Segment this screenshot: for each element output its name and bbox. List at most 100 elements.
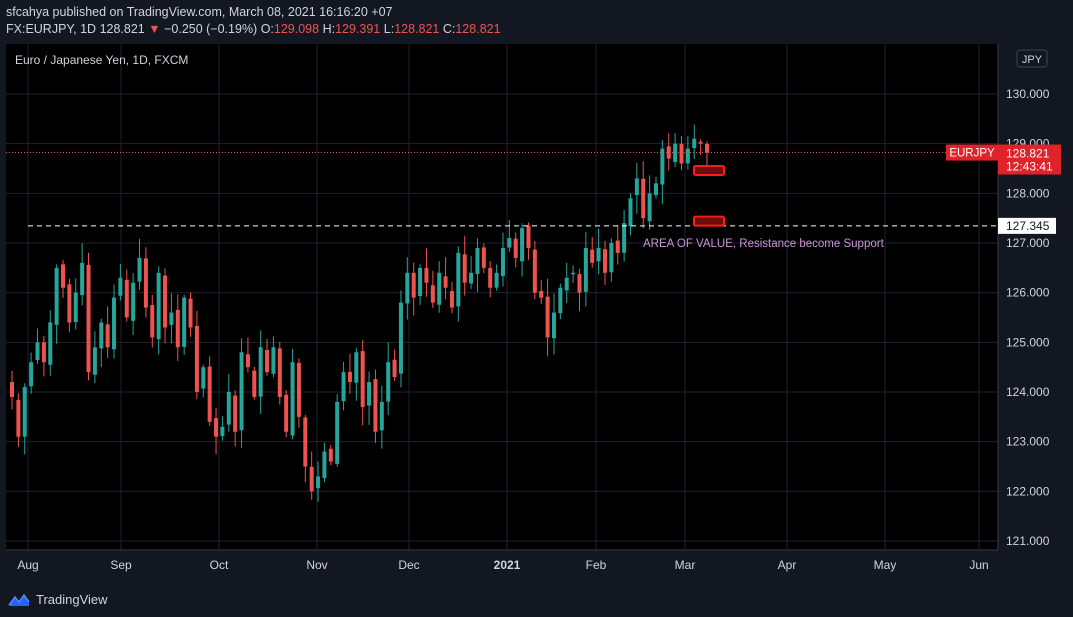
candle-body [341, 372, 346, 402]
symbol-tag-label: EURJPY [949, 148, 995, 160]
candle-body [252, 370, 257, 397]
candle-body [48, 322, 53, 365]
candle-body [182, 297, 187, 347]
countdown-label: 12:43:41 [1006, 160, 1053, 174]
tradingview-logo[interactable]: TradingView [8, 592, 108, 607]
candle-body [596, 247, 601, 262]
candlestick-chart[interactable]: 130.000129.000128.000127.000126.000125.0… [6, 44, 1069, 580]
highlight-box[interactable] [693, 164, 725, 176]
high-value: 129.391 [335, 22, 381, 36]
candle-body [424, 268, 429, 283]
symbol-label[interactable]: FX:EURJPY, 1D [6, 22, 97, 36]
candle-body [443, 276, 448, 288]
candle-body [22, 387, 27, 437]
area-of-value-tag [998, 217, 1056, 234]
candle-body [99, 322, 104, 349]
candle-body [641, 178, 646, 219]
candle-body [571, 272, 576, 275]
x-tick-label: Sep [110, 558, 132, 572]
candle-body [360, 351, 365, 407]
candle-body [194, 326, 199, 392]
candle-body [615, 240, 620, 253]
x-tick-label: 2021 [494, 558, 521, 572]
brand-name: TradingView [36, 592, 108, 607]
candle-body [163, 275, 168, 328]
candle-body [214, 418, 219, 437]
candle-body [500, 247, 505, 277]
candle-body [201, 367, 206, 389]
candle-body [653, 183, 658, 196]
candle-body [469, 272, 474, 284]
candle-body [322, 451, 327, 479]
candle-body [577, 274, 582, 293]
candle-body [347, 371, 352, 383]
candle-body [131, 282, 136, 321]
candle-body [35, 342, 40, 361]
change-arrow-icon: ▼ [148, 22, 161, 36]
x-tick-label: Aug [17, 558, 38, 572]
low-value: 128.821 [394, 22, 440, 36]
candle-body [169, 312, 174, 325]
x-tick-label: Nov [306, 558, 327, 572]
candle-body [67, 284, 72, 323]
candle-body [532, 249, 537, 293]
candle-body [143, 258, 148, 308]
y-tick-label: 130.000 [1006, 87, 1050, 101]
plot-background [6, 44, 998, 550]
candle-body [80, 262, 85, 296]
currency-badge[interactable] [1016, 49, 1048, 68]
candle-body [628, 198, 633, 227]
candle-body [258, 347, 263, 397]
candle-body [411, 272, 416, 298]
candle-body [392, 359, 397, 378]
chart-title: Euro / Japanese Yen, 1D, FXCM [15, 53, 188, 67]
candle-body [379, 401, 384, 431]
candle-body [239, 352, 244, 431]
candle-body [156, 272, 161, 340]
low-label: L: [383, 22, 395, 36]
chart-area[interactable]: 130.000 129.000 128.000 127.000 126.000 125.0… [6, 44, 1069, 580]
candle-body [481, 247, 486, 268]
candle-body [507, 238, 512, 248]
candle-body [398, 302, 403, 374]
open-label: O: [260, 22, 274, 36]
candle-body [692, 138, 697, 148]
candle-body [590, 249, 595, 263]
candle-body [61, 264, 66, 288]
y-tick-label: 124.000 [1006, 385, 1050, 399]
candle-body [679, 143, 684, 164]
candle-body [265, 349, 270, 373]
candle-body [73, 292, 78, 323]
x-tick-label: Feb [586, 558, 607, 572]
footer: TradingView [0, 584, 1073, 617]
candle-body [220, 426, 225, 437]
chart-header: sfcahya published on TradingView.com, Ma… [0, 0, 1073, 44]
y-tick-label: 128.000 [1006, 186, 1050, 200]
candle-body [602, 249, 607, 273]
candle-body [564, 277, 569, 291]
annotation-text: AREA OF VALUE, Resistance become Support [643, 238, 885, 250]
candle-body [112, 297, 117, 350]
candle-body [437, 272, 442, 305]
candle-body [583, 247, 588, 292]
candle-body [513, 238, 518, 258]
candle-body [647, 193, 652, 222]
candle-body [29, 362, 34, 387]
candle-body [105, 324, 110, 348]
y-tick-label: 121.000 [1006, 534, 1050, 548]
y-tick-label: 123.000 [1006, 435, 1050, 449]
candle-body [405, 272, 410, 304]
y-tick-label: 127.000 [1006, 236, 1050, 250]
x-tick-label: Apr [778, 558, 797, 572]
candle-body [271, 347, 276, 374]
x-tick-label: Dec [398, 558, 419, 572]
candle-body [526, 225, 531, 248]
candle-body [456, 252, 461, 307]
candle-body [226, 392, 231, 425]
highlight-box[interactable] [693, 215, 725, 227]
x-tick-label: Jun [969, 558, 988, 572]
candle-body [660, 148, 665, 185]
candle-body [10, 382, 14, 397]
candle-body [175, 309, 180, 348]
candle-body [373, 379, 378, 432]
